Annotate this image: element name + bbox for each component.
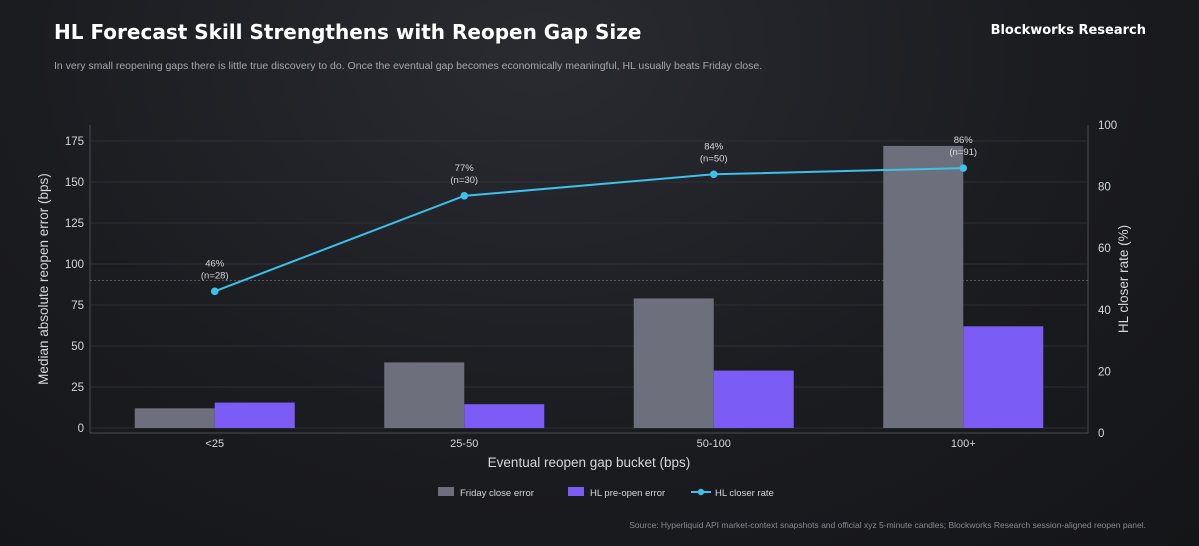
x-tick-label: <25 <box>205 438 224 450</box>
bar-friday-close <box>883 145 964 429</box>
line-hl-closer-rate <box>214 167 964 293</box>
data-label-n: (n=30) <box>450 175 478 186</box>
y2-tick-label: 20 <box>1098 366 1111 378</box>
y-tick-label: 0 <box>78 423 84 435</box>
data-label-rate: 84% <box>704 141 724 152</box>
legend-swatch-marker <box>697 488 705 496</box>
y-axis-title: Median absolute reopen error (bps) <box>36 173 51 385</box>
y2-tick-label: 60 <box>1098 243 1111 255</box>
bar-friday-close <box>134 408 215 428</box>
y2-tick-label: 0 <box>1098 428 1104 440</box>
point-hl-closer-rate <box>460 192 469 200</box>
x-tick-label: 25-50 <box>450 438 478 450</box>
y2-tick-label: 100 <box>1098 120 1117 132</box>
legend-label: HL closer rate <box>715 488 774 499</box>
legend-label: HL pre-open error <box>590 488 665 499</box>
legend-label: Friday close error <box>460 488 534 499</box>
data-label-rate: 77% <box>455 163 475 174</box>
y2-axis-title: HL closer rate (%) <box>1116 225 1131 333</box>
bar-hl-preopen <box>963 326 1044 428</box>
data-label-rate: 46% <box>205 258 225 269</box>
legend-swatch <box>568 487 584 496</box>
point-hl-closer-rate <box>709 170 718 179</box>
y-tick-label: 125 <box>65 218 84 230</box>
y2-tick-label: 80 <box>1098 182 1111 194</box>
y-tick-label: 50 <box>71 341 84 353</box>
bar-hl-preopen <box>713 370 794 428</box>
y2-tick-label: 40 <box>1098 305 1111 317</box>
data-label-n: (n=50) <box>700 153 728 164</box>
y-tick-label: 75 <box>71 300 84 312</box>
y-tick-label: 25 <box>71 382 84 394</box>
bar-friday-close <box>633 298 714 428</box>
chart-subtitle: In very small reopening gaps there is li… <box>54 60 763 72</box>
point-hl-closer-rate <box>210 287 219 296</box>
chart-title: HL Forecast Skill Strengthens with Reope… <box>54 20 642 44</box>
bar-hl-preopen <box>464 404 545 428</box>
y-tick-label: 175 <box>65 136 84 148</box>
x-tick-label: 100+ <box>951 438 976 450</box>
y-tick-label: 100 <box>65 259 84 271</box>
x-axis-title: Eventual reopen gap bucket (bps) <box>488 455 691 470</box>
data-label-rate: 86% <box>954 135 974 146</box>
x-tick-label: 50-100 <box>697 438 731 450</box>
source-note: Source: Hyperliquid API market-context s… <box>629 520 1146 530</box>
bar-hl-preopen <box>214 402 295 428</box>
data-label-n: (n=28) <box>201 270 229 281</box>
y-tick-label: 150 <box>65 177 84 189</box>
bar-friday-close <box>384 362 465 428</box>
point-hl-closer-rate <box>959 164 968 172</box>
data-label-n: (n=91) <box>949 147 977 158</box>
legend-swatch <box>438 487 454 496</box>
brand-label: Blockworks Research <box>990 23 1146 38</box>
